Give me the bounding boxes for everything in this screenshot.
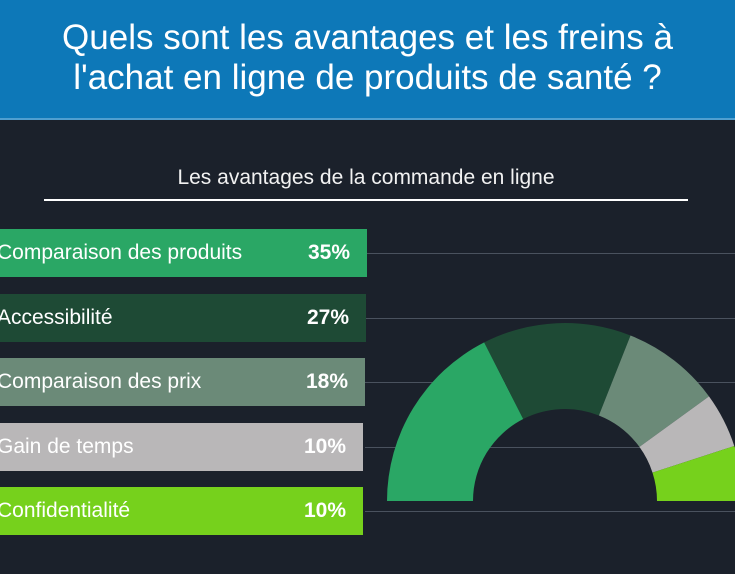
- legend-bar: Gain de temps 10%: [0, 423, 363, 471]
- legend-bar: Comparaison des produits 35%: [0, 229, 367, 277]
- chart-subtitle: Les avantages de la commande en ligne: [177, 166, 555, 189]
- legend-bar: Comparaison des prix 18%: [0, 358, 365, 406]
- guide-line: [365, 447, 735, 448]
- category-label: Accessibilité: [0, 306, 113, 329]
- donut-segment: [598, 335, 710, 447]
- value-label: 10%: [303, 499, 346, 522]
- guide-line: [365, 253, 735, 254]
- legend-bar: Confidentialité 10%: [0, 487, 363, 535]
- guide-line: [365, 511, 735, 512]
- page-title: Quels sont les avantages et les freins à…: [62, 18, 673, 97]
- category-label: Comparaison des prix: [0, 370, 202, 393]
- donut-segment: [652, 445, 735, 501]
- value-label: 10%: [303, 435, 346, 458]
- value-label: 18%: [305, 370, 348, 393]
- subtitle-divider: [44, 199, 688, 201]
- category-label: Comparaison des produits: [0, 241, 243, 264]
- donut-segment: [484, 323, 631, 420]
- category-label: Confidentialité: [0, 499, 131, 522]
- value-label: 27%: [306, 306, 349, 329]
- donut-segment: [639, 396, 735, 473]
- category-label: Gain de temps: [0, 435, 134, 458]
- donut-segment: [387, 342, 524, 501]
- guide-line: [365, 318, 735, 319]
- value-label: 35%: [307, 241, 350, 264]
- legend-bar: Accessibilité 27%: [0, 294, 366, 342]
- header-banner: Quels sont les avantages et les freins à…: [0, 0, 735, 120]
